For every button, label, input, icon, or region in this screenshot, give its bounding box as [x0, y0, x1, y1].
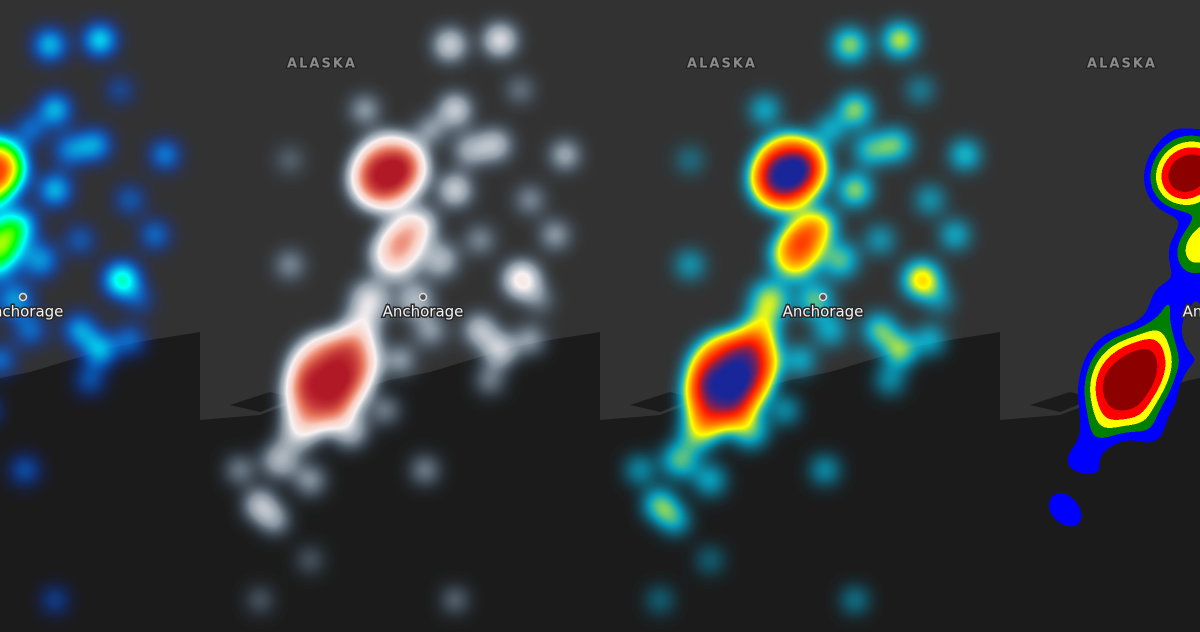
region-label: ALASKA [287, 57, 357, 72]
region-label: ALASKA [687, 57, 757, 72]
city-marker [818, 292, 828, 302]
heatmap-panel: ALASKA Anchorage [600, 0, 1000, 632]
heatmap-panel: Anchorage [0, 0, 200, 632]
place-label: Anchorage [783, 303, 864, 321]
city-marker [18, 292, 28, 302]
heatmap-panel: ALASKA Anchorage [1000, 0, 1200, 632]
place-label: Anchorage [383, 303, 464, 321]
place-label: Anchorage [0, 303, 63, 321]
region-label: ALASKA [1087, 57, 1157, 72]
place-label: Anchorage [1183, 303, 1200, 321]
heatmap-panel: ALASKA Anchorage [200, 0, 600, 632]
city-marker [418, 292, 428, 302]
